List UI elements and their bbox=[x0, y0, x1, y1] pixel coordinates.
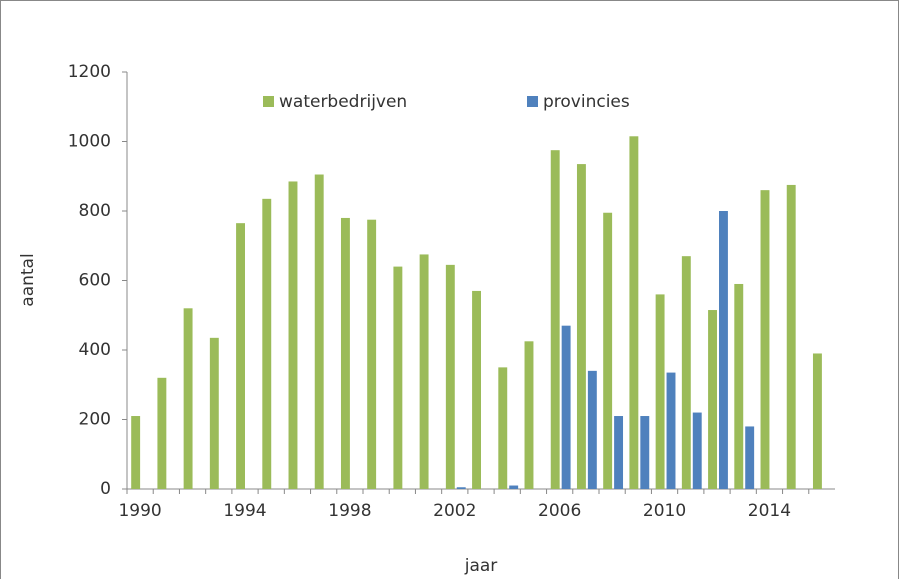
legend-swatch bbox=[527, 96, 538, 107]
bar bbox=[472, 290, 481, 489]
bar bbox=[666, 372, 676, 489]
bar bbox=[708, 310, 717, 489]
legend-swatch bbox=[263, 96, 274, 107]
bar bbox=[183, 308, 193, 489]
bar bbox=[367, 219, 377, 489]
x-tick-label: 2010 bbox=[643, 501, 686, 521]
bar bbox=[340, 217, 350, 489]
bar bbox=[629, 136, 639, 489]
y-axis-label: aantal bbox=[18, 253, 38, 306]
bar bbox=[209, 337, 219, 489]
legend-label: provincies bbox=[543, 92, 630, 112]
bar bbox=[576, 164, 586, 489]
y-tick-label: 1200 bbox=[68, 62, 111, 82]
x-tick-label: 2006 bbox=[538, 501, 581, 521]
bar bbox=[561, 325, 571, 489]
bar bbox=[719, 211, 728, 489]
x-tick-label: 2002 bbox=[433, 501, 476, 521]
y-tick-label: 1000 bbox=[68, 132, 111, 152]
y-tick-label: 0 bbox=[100, 479, 111, 499]
x-tick-label: 1994 bbox=[223, 501, 266, 521]
bar bbox=[393, 266, 403, 489]
bar bbox=[812, 353, 822, 489]
y-tick-label: 200 bbox=[79, 410, 111, 430]
bar bbox=[509, 485, 519, 489]
x-tick-label: 1998 bbox=[328, 501, 371, 521]
bar bbox=[236, 223, 245, 489]
bar bbox=[456, 487, 466, 489]
bar bbox=[614, 416, 624, 489]
bar bbox=[734, 283, 744, 489]
bar bbox=[157, 377, 167, 489]
x-tick-label: 1990 bbox=[118, 501, 161, 521]
x-tick-label: 2014 bbox=[748, 501, 791, 521]
bar bbox=[419, 254, 429, 489]
bar bbox=[131, 416, 141, 489]
y-tick-label: 800 bbox=[79, 201, 111, 221]
bar bbox=[655, 294, 665, 489]
bar bbox=[498, 367, 508, 489]
y-tick-label: 600 bbox=[79, 271, 111, 291]
bar bbox=[524, 341, 534, 489]
bar bbox=[760, 190, 770, 489]
bar bbox=[603, 212, 613, 490]
bar bbox=[262, 198, 272, 489]
bar bbox=[745, 426, 755, 489]
bar bbox=[640, 416, 650, 489]
bar bbox=[314, 174, 324, 489]
bar bbox=[681, 256, 691, 489]
bar bbox=[587, 370, 597, 489]
bar bbox=[445, 264, 455, 489]
bar bbox=[786, 184, 796, 489]
legend-label: waterbedrijven bbox=[279, 92, 407, 112]
bar bbox=[692, 412, 702, 489]
bar bbox=[550, 150, 560, 489]
x-axis-label: jaar bbox=[464, 556, 498, 576]
y-tick-label: 400 bbox=[79, 340, 111, 360]
bar bbox=[288, 181, 298, 489]
